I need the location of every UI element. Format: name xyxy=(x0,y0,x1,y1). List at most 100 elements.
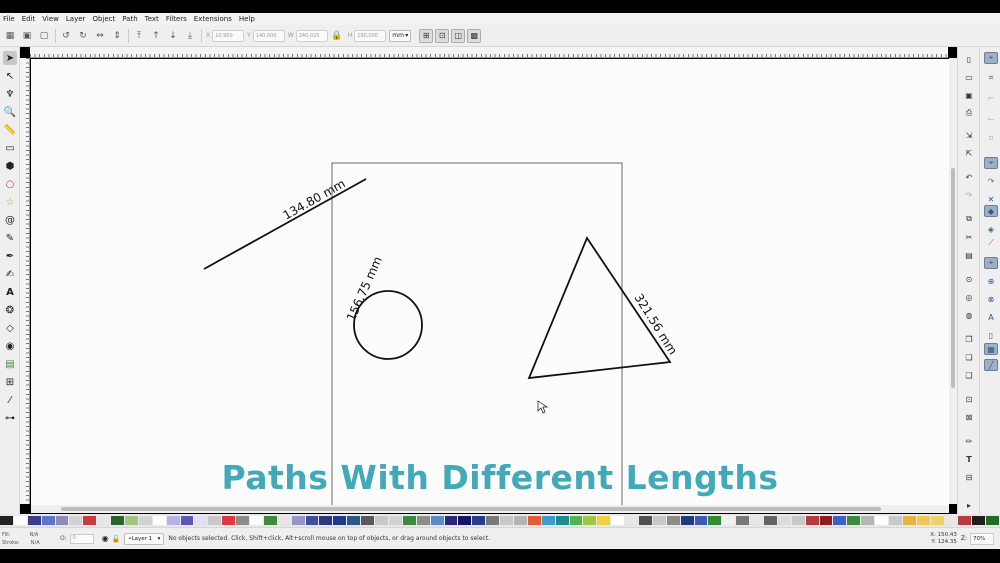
tweak-tool-icon[interactable]: ♆ xyxy=(5,88,15,100)
menu-text[interactable]: Text xyxy=(144,15,159,23)
snap-smooth-icon[interactable]: ◈ xyxy=(987,224,995,234)
unit-select[interactable]: mm ▾ xyxy=(389,29,412,42)
horizontal-scroll-thumb[interactable] xyxy=(61,507,881,511)
palette-swatch[interactable] xyxy=(305,516,319,525)
scale-stroke-icon[interactable]: ⊞ xyxy=(419,28,434,43)
palette-swatch[interactable] xyxy=(472,516,486,525)
palette-swatch[interactable] xyxy=(527,516,541,525)
snap-cusp-icon[interactable]: ◆ xyxy=(984,205,998,217)
palette-swatch[interactable] xyxy=(694,516,708,525)
copy-icon[interactable]: ⧉ xyxy=(966,214,972,223)
eye-icon[interactable]: ◉ xyxy=(101,534,109,543)
palette-swatch[interactable] xyxy=(750,516,763,525)
palette-swatch[interactable] xyxy=(944,516,958,525)
menu-file[interactable]: File xyxy=(3,15,15,23)
snap-text-baseline-icon[interactable]: A xyxy=(988,312,994,322)
palette-swatch[interactable] xyxy=(69,516,83,525)
palette-swatch[interactable] xyxy=(444,516,458,525)
undo-icon[interactable]: ↶ xyxy=(965,172,973,182)
snap-nodes-icon[interactable]: ⌖ xyxy=(984,157,998,169)
palette-swatch[interactable] xyxy=(27,516,41,525)
select-all-layers-icon[interactable]: ▣ xyxy=(22,30,32,41)
palette-swatch[interactable] xyxy=(430,516,444,525)
zoom-drawing-icon[interactable]: ◎ xyxy=(965,292,973,302)
vertical-scroll-thumb[interactable] xyxy=(951,168,955,388)
new-document-icon[interactable]: ▯ xyxy=(966,54,972,64)
palette-swatch[interactable] xyxy=(375,516,388,525)
snap-bbox-midpoint-icon[interactable]: ⌑ xyxy=(988,133,994,143)
palette-swatch[interactable] xyxy=(763,516,777,525)
transform-gradients-icon[interactable]: ◫ xyxy=(451,28,466,43)
palette-swatch[interactable] xyxy=(416,516,430,525)
lock-icon[interactable]: 🔒 xyxy=(331,30,343,41)
palette-swatch[interactable] xyxy=(138,516,152,525)
palette-swatch[interactable] xyxy=(569,516,583,525)
flip-vertical-icon[interactable]: ⇕ xyxy=(113,30,121,41)
snap-path-icon[interactable]: ↷ xyxy=(987,176,995,186)
star-tool-icon[interactable]: ☆ xyxy=(5,196,15,208)
import-icon[interactable]: ⇲ xyxy=(965,130,973,140)
palette-swatch[interactable] xyxy=(180,516,194,525)
calligraphy-tool-icon[interactable]: ✍ xyxy=(5,268,15,280)
palette-swatch[interactable] xyxy=(847,516,861,525)
gradient-tool-icon[interactable]: ▤ xyxy=(5,358,15,370)
pencil-tool-icon[interactable]: ✎ xyxy=(5,232,15,244)
snap-page-border-icon[interactable]: ▯ xyxy=(988,330,994,340)
palette-swatch[interactable] xyxy=(555,516,569,525)
menu-layer[interactable]: Layer xyxy=(65,15,86,23)
lower-icon[interactable]: ↓ xyxy=(169,30,177,41)
palette-swatch[interactable] xyxy=(819,516,833,525)
palette-swatch[interactable] xyxy=(500,516,513,525)
3d-box-tool-icon[interactable]: ⬢ xyxy=(5,160,15,172)
pen-tool-icon[interactable]: ✒ xyxy=(5,250,15,262)
snap-intersection-icon[interactable]: ✕ xyxy=(987,194,995,204)
width-input[interactable]: 240,025 xyxy=(295,29,328,42)
menu-extensions[interactable]: Extensions xyxy=(193,15,232,23)
zoom-tool-icon[interactable]: 🔍 xyxy=(3,106,17,118)
flip-horizontal-icon[interactable]: ⇔ xyxy=(96,30,104,41)
palette-swatch[interactable] xyxy=(111,516,125,525)
palette-swatch[interactable] xyxy=(152,516,166,525)
palette-swatch[interactable] xyxy=(652,516,666,525)
straight-path[interactable] xyxy=(203,178,367,270)
text-tool-icon[interactable]: A xyxy=(6,286,14,298)
snap-enable-icon[interactable]: ⌖ xyxy=(984,52,998,64)
menu-help[interactable]: Help xyxy=(238,15,255,23)
menu-view[interactable]: View xyxy=(42,15,59,23)
ellipse-tool-icon[interactable]: ○ xyxy=(5,178,15,190)
palette-swatch[interactable] xyxy=(13,516,27,525)
horizontal-scrollbar[interactable] xyxy=(31,505,949,513)
open-document-icon[interactable]: ▭ xyxy=(965,72,973,82)
selector-tool-icon[interactable]: ➤ xyxy=(3,51,17,65)
palette-swatch[interactable] xyxy=(402,516,416,525)
dropper-tool-icon[interactable]: ⁄ xyxy=(9,394,11,406)
palette-swatch[interactable] xyxy=(722,516,736,525)
snap-bbox-icon[interactable]: ⌗ xyxy=(988,73,994,82)
palette-swatch[interactable] xyxy=(41,516,55,525)
palette-swatch[interactable] xyxy=(986,516,1000,525)
redo-icon[interactable]: ↷ xyxy=(965,190,973,200)
palette-swatch[interactable] xyxy=(458,516,472,525)
layer-select[interactable]: •Layer 1 ▾ xyxy=(124,532,165,545)
raise-icon[interactable]: ↑ xyxy=(152,30,160,41)
deselect-icon[interactable]: ▢ xyxy=(39,30,49,41)
print-icon[interactable]: ⎙ xyxy=(965,108,973,117)
mesh-tool-icon[interactable]: ⊞ xyxy=(5,376,15,388)
palette-swatch[interactable] xyxy=(680,516,694,525)
text-font-icon[interactable]: T xyxy=(966,454,972,464)
palette-swatch[interactable] xyxy=(902,516,916,525)
node-tool-icon[interactable]: ↖ xyxy=(5,70,15,82)
snap-bbox-corner-icon[interactable]: ⌙ xyxy=(987,113,995,123)
cut-icon[interactable]: ✂ xyxy=(965,232,973,242)
paint-bucket-tool-icon[interactable]: ◉ xyxy=(5,340,15,352)
palette-swatch[interactable] xyxy=(597,516,611,525)
rectangle-tool-icon[interactable]: ▭ xyxy=(5,142,15,154)
ungroup-icon[interactable]: ⊠ xyxy=(965,412,973,422)
spiral-tool-icon[interactable]: @ xyxy=(5,214,15,226)
connector-tool-icon[interactable]: ⊶ xyxy=(5,412,15,424)
x-input[interactable]: 10,950 xyxy=(212,29,245,42)
circle-path[interactable] xyxy=(353,290,423,360)
palette-swatch[interactable] xyxy=(541,516,555,525)
rotate-cw-icon[interactable]: ↻ xyxy=(79,30,87,41)
palette-swatch[interactable] xyxy=(291,516,305,525)
